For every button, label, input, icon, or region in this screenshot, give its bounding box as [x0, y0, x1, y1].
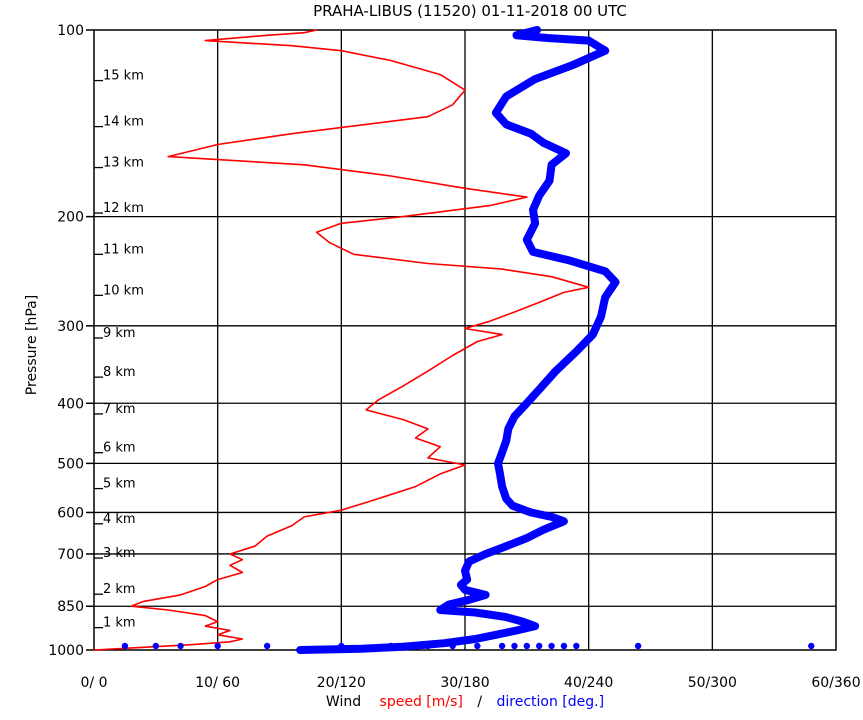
km-label-1: 2 km [103, 582, 136, 597]
grid [94, 30, 836, 650]
wind-axis: 0/ 0 10/ 60 20/120 30/180 40/240 50/300 60/360 [81, 675, 861, 691]
x-axis-label: Wind speed [m/s] / direction [deg.] [326, 694, 604, 710]
surface-marker-4 [263, 642, 271, 650]
surface-marker-14 [548, 642, 555, 650]
tick-label-p-400: 400 [57, 396, 84, 412]
km-label-4: 5 km [103, 477, 136, 492]
tick-label-x-5: 50/300 [688, 675, 737, 691]
km-label-10: 11 km [103, 242, 144, 257]
km-label-13: 14 km [103, 115, 144, 130]
height-labels: 1 km 2 km 3 km 4 km 5 km 6 km 7 km 8 km 9 km 10 k… [94, 69, 144, 631]
km-label-11: 12 km [103, 201, 144, 216]
km-label-9: 10 km [103, 283, 144, 298]
surface-marker-6 [387, 642, 394, 650]
x-axis-label-sep: / [477, 694, 482, 710]
tick-label-p-200: 200 [57, 210, 84, 226]
km-label-6: 7 km [103, 402, 136, 417]
surface-marker-9 [474, 642, 481, 650]
surface-marker-8 [449, 642, 456, 650]
tick-label-p-500: 500 [57, 456, 84, 472]
km-label-2: 3 km [103, 546, 136, 561]
tick-label-x-3: 30/180 [440, 675, 489, 691]
tick-label-p-300: 300 [57, 319, 84, 335]
km-label-7: 8 km [103, 365, 136, 380]
km-label-12: 13 km [103, 156, 144, 171]
tick-label-p-850: 850 [57, 599, 84, 615]
x-axis-label-prefix: Wind [326, 694, 361, 710]
speed-line [93, 29, 590, 651]
tick-label-p-700: 700 [57, 547, 84, 563]
plot-frame [93, 29, 837, 651]
x-axis-label-speed: speed [m/s] [380, 694, 463, 710]
surface-marker-1 [152, 642, 160, 650]
tick-label-p-100: 100 [57, 23, 84, 39]
surface-marker-0 [121, 642, 129, 650]
surface-marker-17 [634, 642, 642, 650]
surface-marker-3 [214, 642, 221, 650]
direction-line [296, 26, 620, 654]
y-axis-label: Pressure [hPa] [24, 295, 40, 395]
pressure-axis: 100 200 300 400 500 600 700 850 1000 [48, 23, 94, 659]
surface-marker-16 [573, 642, 580, 650]
surface-marker-13 [536, 642, 543, 650]
surface-markers [121, 642, 815, 650]
tick-label-x-6: 60/360 [811, 675, 860, 691]
tick-label-x-1: 10/ 60 [195, 675, 240, 691]
surface-marker-15 [560, 642, 568, 650]
km-label-14: 15 km [103, 69, 144, 84]
chart-title: PRAHA-LIBUS (11520) 01-11-2018 00 UTC [313, 2, 627, 20]
surface-marker-2 [177, 642, 184, 650]
series-group [93, 26, 620, 654]
km-label-5: 6 km [103, 441, 136, 456]
surface-marker-18 [808, 642, 815, 650]
km-label-3: 4 km [103, 512, 136, 527]
tick-label-x-2: 20/120 [317, 675, 366, 691]
surface-marker-7 [424, 642, 432, 650]
surface-marker-11 [511, 642, 518, 650]
tick-label-p-1000: 1000 [48, 643, 84, 659]
km-label-8: 9 km [103, 326, 136, 341]
x-axis-label-direction: direction [deg.] [497, 694, 605, 710]
km-label-0: 1 km [103, 616, 136, 631]
surface-marker-5 [338, 642, 345, 650]
tick-label-x-4: 40/240 [564, 675, 613, 691]
surface-marker-12 [523, 642, 531, 650]
surface-marker-10 [498, 642, 506, 650]
tick-label-p-600: 600 [57, 505, 84, 521]
tick-label-x-0: 0/ 0 [81, 675, 108, 691]
